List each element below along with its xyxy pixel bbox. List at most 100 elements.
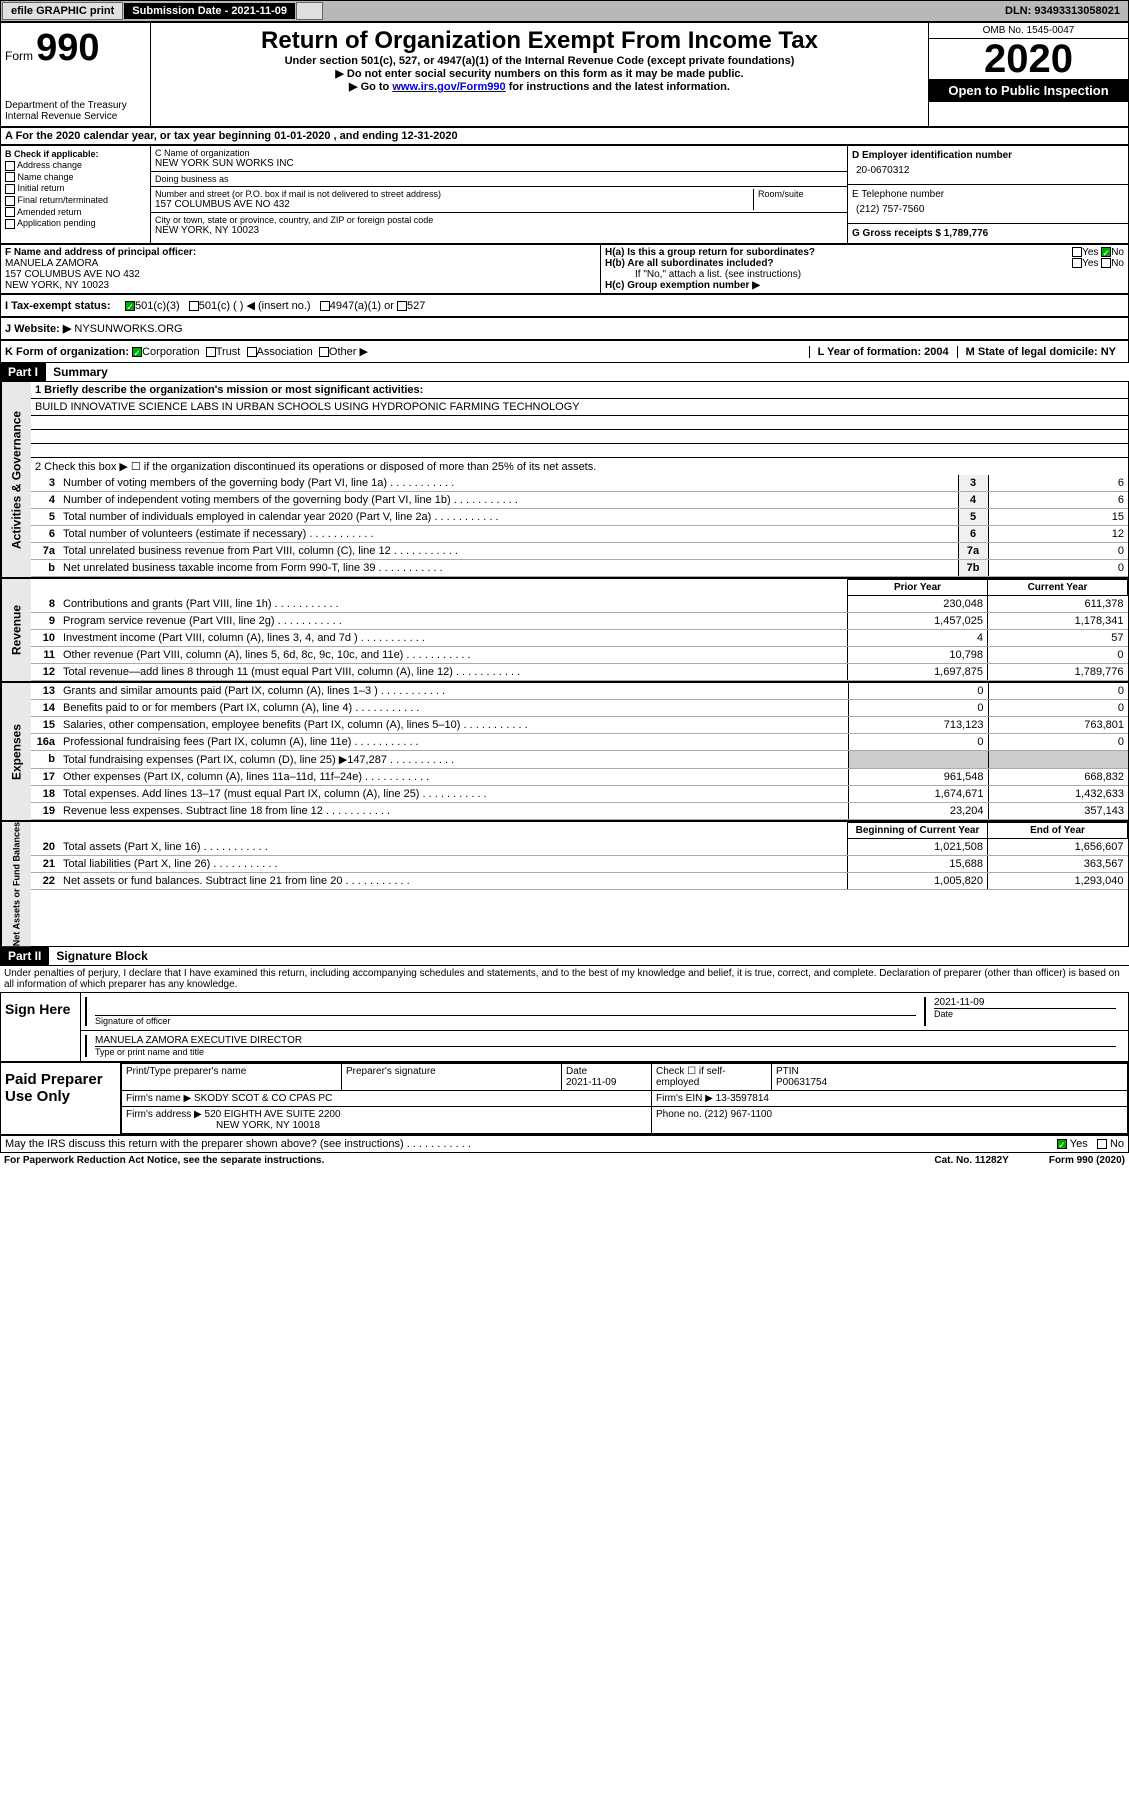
city-value: NEW YORK, NY 10023 [155, 225, 843, 236]
part1-title: Summary [49, 363, 112, 381]
preparer-section: Paid Preparer Use Only Print/Type prepar… [0, 1062, 1129, 1135]
form-word: Form [5, 49, 33, 63]
table-row: 20 Total assets (Part X, line 16) 1,021,… [31, 839, 1128, 856]
check-address[interactable]: Address change [5, 160, 146, 171]
check-corp[interactable] [132, 347, 142, 357]
check-name[interactable]: Name change [5, 172, 146, 183]
check-other[interactable] [319, 347, 329, 357]
col-end: End of Year [988, 823, 1128, 839]
table-row: 10 Investment income (Part VIII, column … [31, 630, 1128, 647]
open-public-label: Open to Public Inspection [929, 79, 1128, 102]
entity-section: B Check if applicable: Address change Na… [0, 145, 1129, 244]
firm-label: Firm's name ▶ [126, 1093, 191, 1104]
opt-4947: 4947(a)(1) or [330, 300, 394, 312]
table-row: 12 Total revenue—add lines 8 through 11 … [31, 664, 1128, 681]
col-current: Current Year [988, 580, 1128, 596]
table-row: 19 Revenue less expenses. Subtract line … [31, 803, 1128, 820]
governance-table: 3 Number of voting members of the govern… [31, 475, 1128, 577]
firm-addr-label: Firm's address ▶ [126, 1109, 202, 1120]
line1-label: 1 Briefly describe the organization's mi… [31, 382, 1128, 399]
firm-ein-value: 13-3597814 [716, 1093, 769, 1104]
entity-mid: C Name of organization NEW YORK SUN WORK… [151, 146, 848, 243]
check-pending[interactable]: Application pending [5, 218, 146, 229]
officer-name: MANUELA ZAMORA [5, 258, 596, 269]
hb-label: H(b) Are all subordinates included? [605, 258, 774, 269]
sign-section: Sign Here Signature of officer 2021-11-0… [0, 992, 1129, 1062]
applicable-header: B Check if applicable: [5, 149, 146, 159]
officer-section: F Name and address of principal officer:… [0, 244, 1129, 294]
check-501c[interactable] [189, 301, 199, 311]
expenses-sidelabel: Expenses [1, 683, 31, 820]
preparer-label: Paid Preparer Use Only [1, 1063, 121, 1134]
form-number: 990 [36, 27, 99, 69]
check-501c3[interactable] [125, 301, 135, 311]
table-row: 14 Benefits paid to or for members (Part… [31, 700, 1128, 717]
room-label: Room/suite [758, 189, 843, 199]
form990-link[interactable]: www.irs.gov/Form990 [392, 81, 505, 93]
city-label: City or town, state or province, country… [155, 215, 843, 225]
check-527[interactable] [397, 301, 407, 311]
table-row: 3 Number of voting members of the govern… [31, 475, 1128, 492]
org-name-label: C Name of organization [155, 148, 843, 158]
header-center: Return of Organization Exempt From Incom… [151, 23, 928, 126]
header-left: Form 990 Department of the Treasury Inte… [1, 23, 151, 126]
ein-label: D Employer identification number [852, 150, 1124, 161]
note2-pre: Go to [361, 81, 393, 93]
firm-ein-label: Firm's EIN ▶ [656, 1093, 713, 1104]
firm-phone-label: Phone no. [656, 1109, 702, 1120]
firm-value: SKODY SCOT & CO CPAS PC [194, 1093, 332, 1104]
gross-receipts: G Gross receipts $ 1,789,776 [848, 224, 1128, 243]
form-header: Form 990 Department of the Treasury Inte… [0, 22, 1129, 127]
firm-addr2: NEW YORK, NY 10018 [126, 1120, 320, 1131]
discuss-yes-check[interactable] [1057, 1139, 1067, 1149]
sign-here-label: Sign Here [1, 993, 81, 1061]
form-note2: ▶ Go to www.irs.gov/Form990 for instruct… [155, 80, 924, 93]
discuss-row: May the IRS discuss this return with the… [0, 1135, 1129, 1153]
netassets-section: Net Assets or Fund Balances Beginning of… [0, 821, 1129, 947]
form-title: Return of Organization Exempt From Incom… [155, 27, 924, 55]
prep-date-value: 2021-11-09 [566, 1077, 616, 1088]
table-row: 5 Total number of individuals employed i… [31, 509, 1128, 526]
check-trust[interactable] [206, 347, 216, 357]
table-row: b Total fundraising expenses (Part IX, c… [31, 751, 1128, 769]
hb-no: No [1111, 258, 1124, 269]
form-note1: Do not enter social security numbers on … [155, 67, 924, 80]
check-amended[interactable]: Amended return [5, 207, 146, 218]
check-final[interactable]: Final return/terminated [5, 195, 146, 206]
dln-label: DLN: 93493313058021 [997, 3, 1128, 19]
part2-header: Part II Signature Block [0, 947, 1129, 965]
hb-yes: Yes [1082, 258, 1098, 269]
table-row: 4 Number of independent voting members o… [31, 492, 1128, 509]
revenue-sidelabel: Revenue [1, 579, 31, 681]
check-assoc[interactable] [247, 347, 257, 357]
line2-text: 2 Check this box ▶ ☐ if the organization… [31, 458, 1128, 475]
table-row: 15 Salaries, other compensation, employe… [31, 717, 1128, 734]
dept-label: Department of the Treasury [5, 100, 146, 111]
opt-other: Other ▶ [329, 345, 368, 358]
part2-title: Signature Block [52, 947, 151, 965]
street-value: 157 COLUMBUS AVE NO 432 [155, 199, 753, 210]
org-name: NEW YORK SUN WORKS INC [155, 158, 843, 169]
website-value: NYSUNWORKS.ORG [74, 323, 182, 335]
table-row: 16a Professional fundraising fees (Part … [31, 734, 1128, 751]
firm-addr1: 520 EIGHTH AVE SUITE 2200 [205, 1109, 341, 1120]
discuss-no-check[interactable] [1097, 1139, 1107, 1149]
opt-501c3: 501(c)(3) [135, 300, 180, 312]
opt-501c: 501(c) ( ) ◀ (insert no.) [199, 299, 311, 312]
tax-status-row: I Tax-exempt status: 501(c)(3) 501(c) ( … [0, 294, 1129, 317]
table-row: 17 Other expenses (Part IX, column (A), … [31, 769, 1128, 786]
table-row: 13 Grants and similar amounts paid (Part… [31, 683, 1128, 700]
revenue-table: Prior YearCurrent Year 8 Contributions a… [31, 579, 1128, 681]
efile-button[interactable]: efile GRAPHIC print [2, 2, 123, 20]
blank-button[interactable] [296, 2, 323, 20]
sig-label: Signature of officer [95, 1015, 916, 1026]
officer-label: F Name and address of principal officer: [5, 247, 596, 258]
mission-blank3 [31, 444, 1128, 458]
check-initial[interactable]: Initial return [5, 183, 146, 194]
col-prior: Prior Year [848, 580, 988, 596]
discuss-yes: Yes [1070, 1138, 1088, 1150]
table-row: 11 Other revenue (Part VIII, column (A),… [31, 647, 1128, 664]
netassets-table: Beginning of Current YearEnd of Year 20 … [31, 822, 1128, 890]
top-bar: efile GRAPHIC print Submission Date - 20… [0, 0, 1129, 22]
check-4947[interactable] [320, 301, 330, 311]
